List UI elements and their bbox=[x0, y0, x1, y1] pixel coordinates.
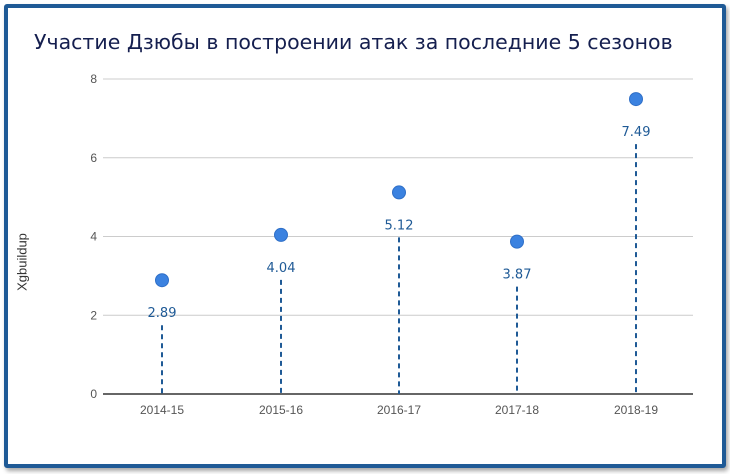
point-2017-18 bbox=[510, 234, 524, 249]
x-tick-label-2015-16: 2015-16 bbox=[259, 403, 303, 417]
data-label-2018-19: 7.49 bbox=[622, 125, 651, 140]
point-2014-15 bbox=[155, 273, 169, 288]
data-label-2017-18: 3.87 bbox=[503, 268, 532, 283]
data-label-2015-16: 4.04 bbox=[267, 261, 296, 276]
y-tick-label-2: 2 bbox=[90, 308, 97, 322]
point-2018-19 bbox=[629, 92, 643, 107]
data-labels: 2.89 4.04 5.12 3.87 7.49 bbox=[148, 125, 651, 321]
chart-title: Участие Дзюбы в построении атак за после… bbox=[34, 30, 673, 54]
y-tick-label-6: 6 bbox=[90, 151, 97, 165]
data-label-2014-15: 2.89 bbox=[148, 306, 177, 321]
x-tick-label-2016-17: 2016-17 bbox=[377, 403, 421, 417]
y-tick-label-4: 4 bbox=[90, 230, 97, 244]
data-points bbox=[155, 92, 643, 288]
x-tick-label-2017-18: 2017-18 bbox=[495, 403, 539, 417]
grid-lines bbox=[103, 78, 693, 316]
x-tick-label-2018-19: 2018-19 bbox=[614, 403, 658, 417]
y-tick-label-8: 8 bbox=[90, 72, 97, 86]
data-label-2016-17: 5.12 bbox=[385, 218, 414, 233]
y-tick-label-0: 0 bbox=[90, 387, 97, 401]
point-2015-16 bbox=[274, 227, 288, 242]
x-tick-label-2014-15: 2014-15 bbox=[140, 403, 184, 417]
point-2016-17 bbox=[392, 185, 406, 200]
axes: 0 2 4 6 8 2014-15 2015-16 2016-17 2017-18 2018-19 bbox=[90, 72, 693, 417]
stems bbox=[161, 144, 637, 394]
